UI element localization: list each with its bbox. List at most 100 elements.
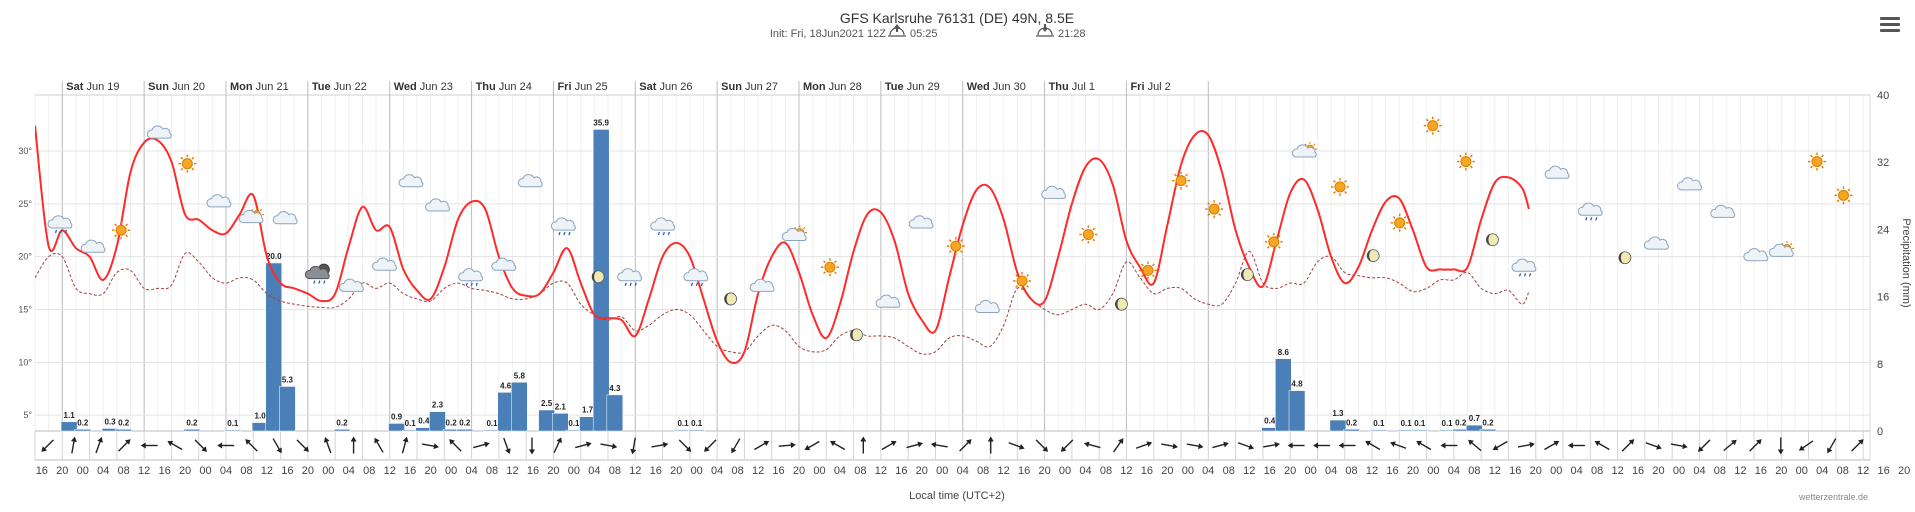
- x-axis-tick: 04: [1816, 465, 1828, 477]
- precip-bar-label: 0.2: [1482, 418, 1494, 427]
- wind-arrow-head: [374, 437, 380, 444]
- wind-arrow-icon: [987, 436, 994, 454]
- menu-icon-bar: [1880, 17, 1900, 20]
- wind-arrow-head: [790, 442, 796, 449]
- wind-arrow-head: [1223, 441, 1229, 448]
- wind-arrow-icon: [41, 439, 54, 452]
- x-axis-tick: 20: [1161, 465, 1173, 477]
- precip-bar: [1479, 429, 1497, 432]
- wind-arrow-icon: [630, 437, 637, 455]
- x-axis-tick: 04: [465, 465, 477, 477]
- chart-title: GFS Karlsruhe 76131 (DE) 49N, 8.5E: [840, 10, 1074, 26]
- wind-arrow-head: [167, 440, 174, 447]
- x-axis-tick: 00: [1796, 465, 1808, 477]
- wind-arrow-icon: [422, 443, 439, 450]
- wind-arrow-head: [1682, 443, 1688, 450]
- wind-arrow-head: [1146, 441, 1153, 447]
- wind-arrow-icon: [1670, 443, 1688, 450]
- wind-arrow-icon: [1161, 443, 1178, 450]
- y-axis-left-tick: 25°: [18, 199, 32, 209]
- chart-menu-button[interactable]: [1880, 14, 1900, 34]
- x-axis-tick: 16: [1141, 465, 1153, 477]
- wind-arrow-icon: [1365, 440, 1381, 451]
- x-axis-tick: 12: [506, 465, 518, 477]
- precip-bar-label: 0.2: [1346, 418, 1358, 427]
- x-axis-tick: 12: [629, 465, 641, 477]
- precip-bar: [1370, 429, 1388, 432]
- x-axis-title: Local time (UTC+2): [909, 490, 1005, 502]
- wind-arrow-head: [1338, 442, 1344, 449]
- day-label: Sat Jun 19: [66, 81, 119, 93]
- wind-arrow-icon: [374, 437, 384, 453]
- x-axis-tick: 00: [445, 465, 457, 477]
- precip-bar: [456, 429, 474, 432]
- cloud-icon: [1544, 165, 1570, 179]
- x-axis-tick: 04: [834, 465, 846, 477]
- x-axis-tick: 04: [1693, 465, 1705, 477]
- wind-arrow-head: [245, 439, 251, 445]
- cloud-icon: [1041, 185, 1067, 199]
- wind-arrow-head: [1777, 449, 1784, 455]
- wind-arrow-head: [1628, 439, 1635, 445]
- wind-arrow-icon: [140, 442, 158, 449]
- y-axis-right-tick: 24: [1877, 224, 1889, 236]
- x-axis-tick: 12: [998, 465, 1010, 477]
- wind-arrow-icon: [1263, 441, 1280, 448]
- precip-bar-label: 0.2: [336, 418, 348, 427]
- x-axis-tick: 08: [1591, 465, 1603, 477]
- cloud-icon: [1710, 204, 1736, 218]
- x-axis-tick: 20: [916, 465, 928, 477]
- wind-arrow-icon: [449, 439, 462, 452]
- precip-bar-label: 0.2: [459, 418, 471, 427]
- dewpoint-line: [35, 250, 1530, 355]
- wind-arrow-head: [1594, 440, 1601, 447]
- x-axis-tick: 16: [1386, 465, 1398, 477]
- cloud-icon: [338, 278, 364, 292]
- precip-bar: [74, 429, 92, 432]
- wind-arrow-icon: [1416, 440, 1432, 451]
- x-axis-tick: 08: [1223, 465, 1235, 477]
- wind-arrow-icon: [1135, 441, 1153, 449]
- cloud-icon: [517, 174, 543, 188]
- wind-arrow-head: [1060, 446, 1067, 452]
- credit-text[interactable]: wetterzentrale.de: [1798, 492, 1868, 502]
- x-axis-tick: 04: [1325, 465, 1337, 477]
- x-axis-tick: 20: [1775, 465, 1787, 477]
- x-axis-tick: 00: [1059, 465, 1071, 477]
- cloud-icon: [206, 194, 232, 208]
- wind-arrow-head: [830, 440, 836, 447]
- wind-arrow-icon: [1313, 442, 1331, 449]
- wind-arrow-icon: [830, 440, 846, 451]
- y-axis-left-tick: 10°: [18, 357, 32, 367]
- wind-arrow-icon: [1468, 439, 1482, 452]
- wind-arrow-icon: [1212, 441, 1229, 449]
- day-label: Tue Jun 29: [885, 81, 940, 93]
- wind-arrow-head: [1365, 440, 1372, 447]
- wind-arrow-icon: [1723, 439, 1737, 452]
- wind-arrow-icon: [1827, 438, 1837, 454]
- precip-bar-label: 5.3: [282, 375, 294, 384]
- day-label: Mon Jun 21: [230, 81, 289, 93]
- wind-arrow-icon: [1798, 440, 1814, 451]
- day-label: Wed Jun 23: [394, 81, 453, 93]
- wind-arrow-icon: [959, 439, 972, 452]
- sun-icon: [1807, 151, 1827, 172]
- wind-arrow-head: [140, 442, 146, 449]
- moon-icon: [1485, 233, 1499, 247]
- wind-arrow-head: [685, 446, 692, 452]
- x-axis-tick: 08: [240, 465, 252, 477]
- wind-arrow-head: [1313, 442, 1319, 449]
- wind-arrow-icon: [272, 438, 282, 454]
- wind-arrow-head: [611, 443, 618, 450]
- wind-arrow-head: [1248, 444, 1255, 450]
- wind-arrow-icon: [1697, 439, 1711, 452]
- x-axis-tick: 12: [752, 465, 764, 477]
- cloud-icon: [425, 198, 450, 212]
- precip-bar-label: 0.1: [691, 419, 703, 428]
- precip-bar: [511, 382, 528, 432]
- wind-arrow-icon: [194, 439, 208, 452]
- precip-bar: [606, 394, 624, 432]
- wind-arrow-head: [804, 444, 811, 451]
- cloud-icon: [146, 125, 172, 139]
- wind-arrow-head: [528, 449, 535, 455]
